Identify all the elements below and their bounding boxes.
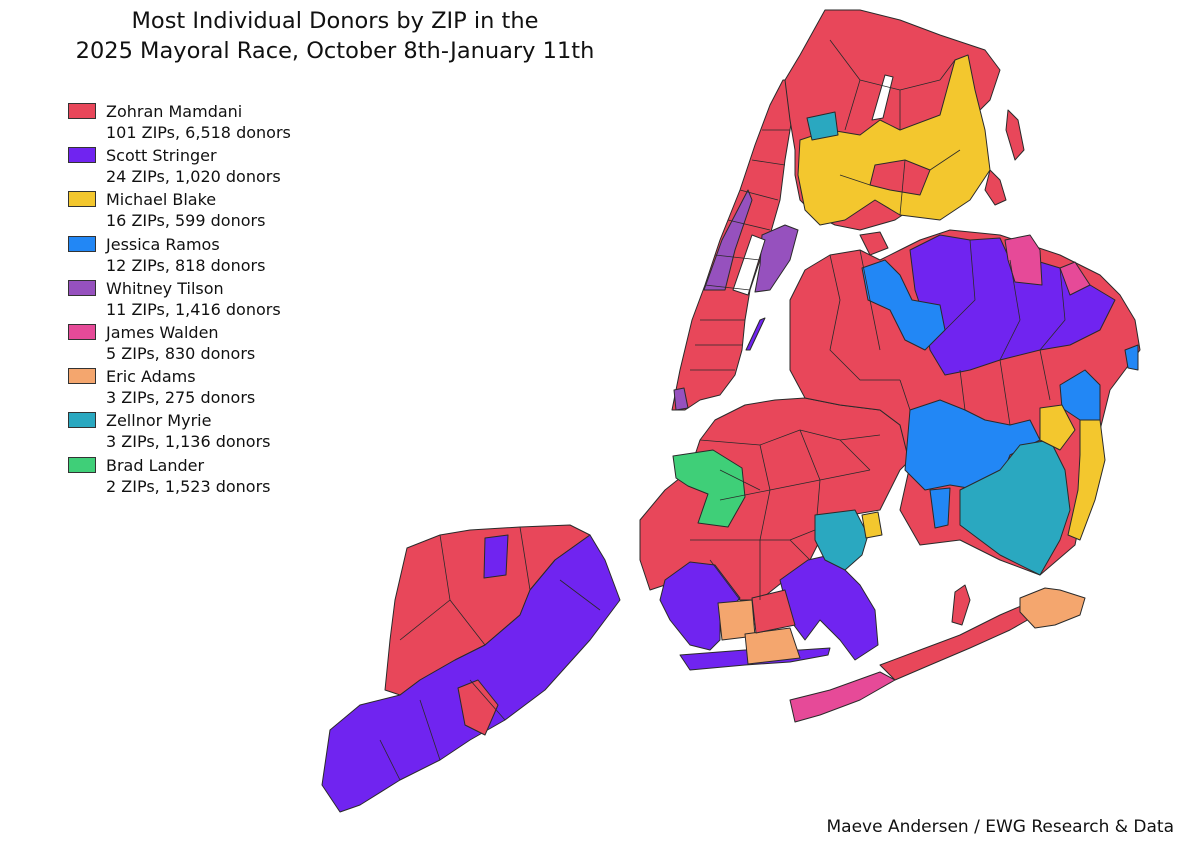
qn-myrie-jamaica-bay-zip [959, 439, 1071, 576]
legend-swatch [68, 279, 96, 296]
legend-candidate: Brad Lander [106, 455, 205, 475]
legend-swatch [68, 323, 96, 340]
legend-candidate: Scott Stringer [106, 146, 217, 166]
qn-blake-southeast-zips [1039, 404, 1076, 451]
rockaway-adams-east [1019, 587, 1086, 629]
bk-eric-adams-zip-east [744, 627, 801, 665]
legend-stats: 101 ZIPs, 6,518 donors [106, 123, 291, 142]
brooklyn [639, 397, 911, 671]
legend-swatch [68, 368, 96, 385]
legend-stats: 12 ZIPs, 818 donors [106, 255, 266, 275]
si-north-zip-stringer [483, 534, 509, 579]
legend-item-myrie: Zellnor Myrie 3 ZIPs, 1,136 donors [68, 411, 398, 455]
legend-candidate: James Walden [106, 322, 219, 342]
bk-brad-lander-zips [672, 449, 746, 528]
qn-walden-zip-east [1059, 261, 1091, 296]
legend-swatch [68, 191, 96, 208]
bk-south-stringer-zips [659, 561, 741, 651]
bk-mamdani-south-zip [751, 589, 796, 634]
si-south-shore-zip-mamdani [457, 679, 499, 736]
title-line-2: 2025 Mayoral Race, October 8th-January 1… [75, 38, 595, 64]
legend-swatch [68, 412, 96, 429]
legend-item-blake: Michael Blake 16 ZIPs, 599 donors [68, 190, 398, 234]
si-zip-boundaries [379, 526, 601, 781]
legend-swatch [68, 235, 96, 252]
legend-swatch [68, 103, 96, 119]
legend-swatch [68, 456, 96, 473]
map-credit: Maeve Andersen / EWG Research & Data [826, 817, 1175, 837]
legend-item-tilson: Whitney Tilson 11 ZIPs, 1,416 donors [68, 279, 398, 323]
mn-zip-boundaries [690, 129, 790, 371]
bx-zip-boundaries [829, 39, 961, 216]
mn-central-park [732, 234, 766, 296]
bx-michael-blake-zips [797, 54, 991, 226]
qn-ramos-far-east [1124, 344, 1139, 371]
east-river-roosevelt-island [745, 317, 766, 351]
si-midland-region [321, 534, 621, 813]
rockaway-walden-west [789, 671, 896, 723]
qn-walden-zip-north [1004, 234, 1043, 286]
map-title: Most Individual Donors by ZIP in the 202… [0, 6, 670, 66]
legend-item-stringer: Scott Stringer 24 ZIPs, 1,020 donors [68, 146, 398, 190]
legend-item-adams: Eric Adams 3 ZIPs, 275 donors [68, 367, 398, 411]
qn-blake-small-zip [861, 511, 883, 539]
qn-zip-boundaries [829, 239, 1066, 426]
mn-whitney-tilson-zips [703, 189, 753, 291]
rockaways [745, 231, 1086, 723]
queens [789, 229, 1141, 576]
legend-candidate: Michael Blake [106, 190, 217, 210]
legend: Zohran Mamdani 101 ZIPs, 6,518 donors Sc… [68, 102, 398, 500]
legend-candidate: Jessica Ramos [106, 234, 220, 254]
legend-item-lander: Brad Lander 2 ZIPs, 1,523 donors [68, 456, 398, 500]
mn-tilson-upper-east [754, 224, 799, 293]
legend-stats: 24 ZIPs, 1,020 donors [106, 167, 281, 187]
bronx [784, 9, 1025, 231]
legend-stats: 16 ZIPs, 599 donors [106, 211, 266, 231]
bx-myrie-zip [806, 111, 839, 141]
legend-stats: 3 ZIPs, 275 donors [106, 388, 256, 408]
legend-candidate: Zellnor Myrie [106, 411, 212, 431]
legend-item-walden: James Walden 5 ZIPs, 830 donors [68, 323, 398, 367]
bx-throgs-neck [984, 169, 1007, 206]
legend-candidate: Eric Adams [106, 367, 196, 387]
bk-zip-boundaries [690, 429, 881, 601]
legend-stats: 2 ZIPs, 1,523 donors [106, 476, 271, 496]
legend-candidate: Zohran Mamdani [106, 102, 243, 121]
qn-blake-far-southeast [1067, 419, 1106, 541]
qn-stringer-northeast-zips [909, 234, 1116, 376]
rikers-island [859, 231, 889, 256]
legend-item-ramos: Jessica Ramos 12 ZIPs, 818 donors [68, 235, 398, 279]
qn-ramos-rockaway-blvd [929, 487, 951, 529]
mn-downtown-tilson [673, 387, 689, 411]
legend-swatch [68, 147, 96, 164]
qn-myrie-howard-beach-zip [814, 509, 869, 571]
legend-stats: 5 ZIPs, 830 donors [106, 343, 256, 363]
legend-item-mamdani: Zohran Mamdani 101 ZIPs, 6,518 donors [68, 102, 398, 146]
manhattan [671, 79, 799, 411]
bx-pelham-bay-gap [871, 74, 894, 121]
title-line-1: Most Individual Donors by ZIP in the [131, 8, 539, 34]
legend-stats: 3 ZIPs, 1,136 donors [106, 432, 271, 452]
bx-city-island [1005, 109, 1025, 161]
legend-candidate: Whitney Tilson [106, 278, 224, 298]
staten-island [321, 524, 621, 813]
legend-stats: 11 ZIPs, 1,416 donors [106, 299, 281, 319]
broad-channel-island [951, 584, 971, 626]
